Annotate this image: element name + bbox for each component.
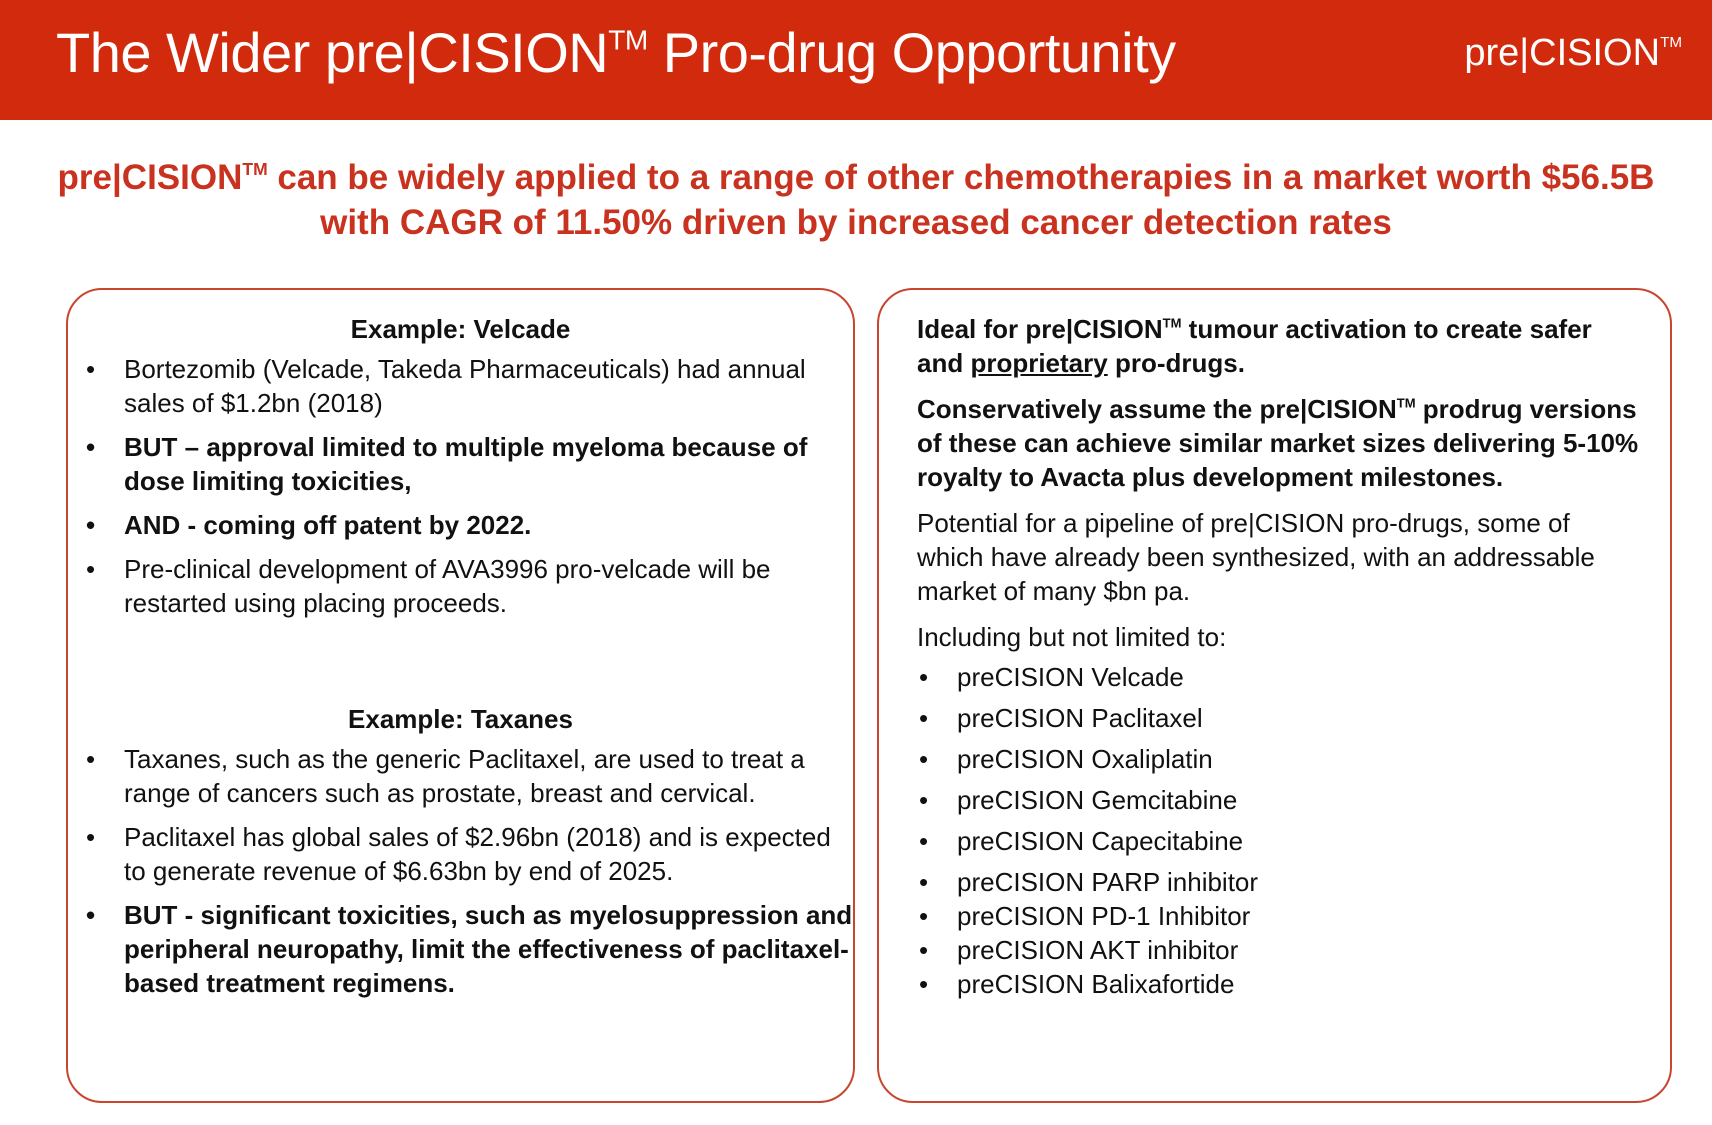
pipeline-item: preCISION Velcade [917, 660, 1640, 694]
assume-trademark: TM [1396, 395, 1416, 411]
header-band: The Wider pre|CISIONTM Pro-drug Opportun… [0, 0, 1712, 120]
taxanes-bullet: Paclitaxel has global sales of $2.96bn (… [68, 820, 853, 888]
assume-text-b: prodrug versions of these can achieve si… [917, 394, 1639, 492]
headline: pre|CISIONTM can be widely applied to a … [40, 155, 1672, 245]
pipeline-item: preCISION AKT inhibitor [917, 933, 1640, 967]
pipeline-item: preCISION Gemcitabine [917, 783, 1640, 817]
ideal-underlined: proprietary [970, 348, 1108, 378]
velcade-bullet: Pre-clinical development of AVA3996 pro-… [68, 552, 853, 620]
potential-paragraph: Potential for a pipeline of pre|CISION p… [917, 508, 1595, 606]
assume-text-a: Conservatively assume the pre|CISION [917, 394, 1397, 424]
right-panel: Ideal for pre|CISIONTM tumour activation… [877, 288, 1672, 1103]
pipeline-item: preCISION PARP inhibitor [917, 865, 1640, 899]
taxanes-bullet: Taxanes, such as the generic Paclitaxel,… [68, 742, 853, 810]
right-panel-content: Ideal for pre|CISIONTM tumour activation… [879, 290, 1670, 1001]
taxanes-title: Example: Taxanes [348, 704, 573, 734]
pipeline-item: preCISION Paclitaxel [917, 701, 1640, 735]
slide-title: The Wider pre|CISIONTM Pro-drug Opportun… [56, 20, 1176, 85]
assume-paragraph: Conservatively assume the pre|CISIONTM p… [917, 392, 1640, 494]
taxanes-bullet: BUT - significant toxicities, such as my… [68, 898, 853, 1000]
velcade-title: Example: Velcade [350, 314, 571, 344]
ideal-text-c: pro-drugs. [1107, 348, 1245, 378]
trademark-mark: TM [608, 24, 648, 56]
velcade-bullet: AND - coming off patent by 2022. [68, 508, 853, 542]
pipeline-item: preCISION Oxaliplatin [917, 742, 1640, 776]
velcade-bullet: Bortezomib (Velcade, Takeda Pharmaceutic… [68, 352, 853, 420]
headline-brand: pre|CISION [57, 158, 243, 197]
pipeline-item: preCISION Capecitabine [917, 824, 1640, 858]
taxanes-bullets: Taxanes, such as the generic Paclitaxel,… [68, 742, 853, 1000]
ideal-text-b: tumour activation to create safer and [917, 314, 1592, 378]
ideal-trademark: TM [1162, 315, 1182, 331]
logo-text: pre|CISION [1464, 32, 1661, 74]
precision-logo: pre|CISIONTM [1464, 32, 1682, 75]
pipeline-item: preCISION Balixafortide [917, 967, 1640, 1001]
title-post: Pro-drug Opportunity [647, 21, 1176, 84]
logo-trademark: TM [1660, 33, 1682, 51]
velcade-bullet: BUT – approval limited to multiple myelo… [68, 430, 853, 498]
ideal-paragraph: Ideal for pre|CISIONTM tumour activation… [917, 312, 1640, 380]
including-label: Including but not limited to: [917, 622, 1227, 652]
pipeline-list: preCISION Velcade preCISION Paclitaxel p… [917, 660, 1640, 1001]
spacer [68, 630, 853, 680]
left-panel: Example: Velcade Bortezomib (Velcade, Ta… [66, 288, 855, 1103]
headline-trademark: TM [242, 159, 268, 179]
velcade-bullets: Bortezomib (Velcade, Takeda Pharmaceutic… [68, 352, 853, 620]
headline-text: can be widely applied to a range of othe… [267, 158, 1655, 242]
pipeline-item: preCISION PD-1 Inhibitor [917, 899, 1640, 933]
title-pre: The Wider pre|CISION [56, 21, 609, 84]
ideal-text-a: Ideal for pre|CISION [917, 314, 1163, 344]
